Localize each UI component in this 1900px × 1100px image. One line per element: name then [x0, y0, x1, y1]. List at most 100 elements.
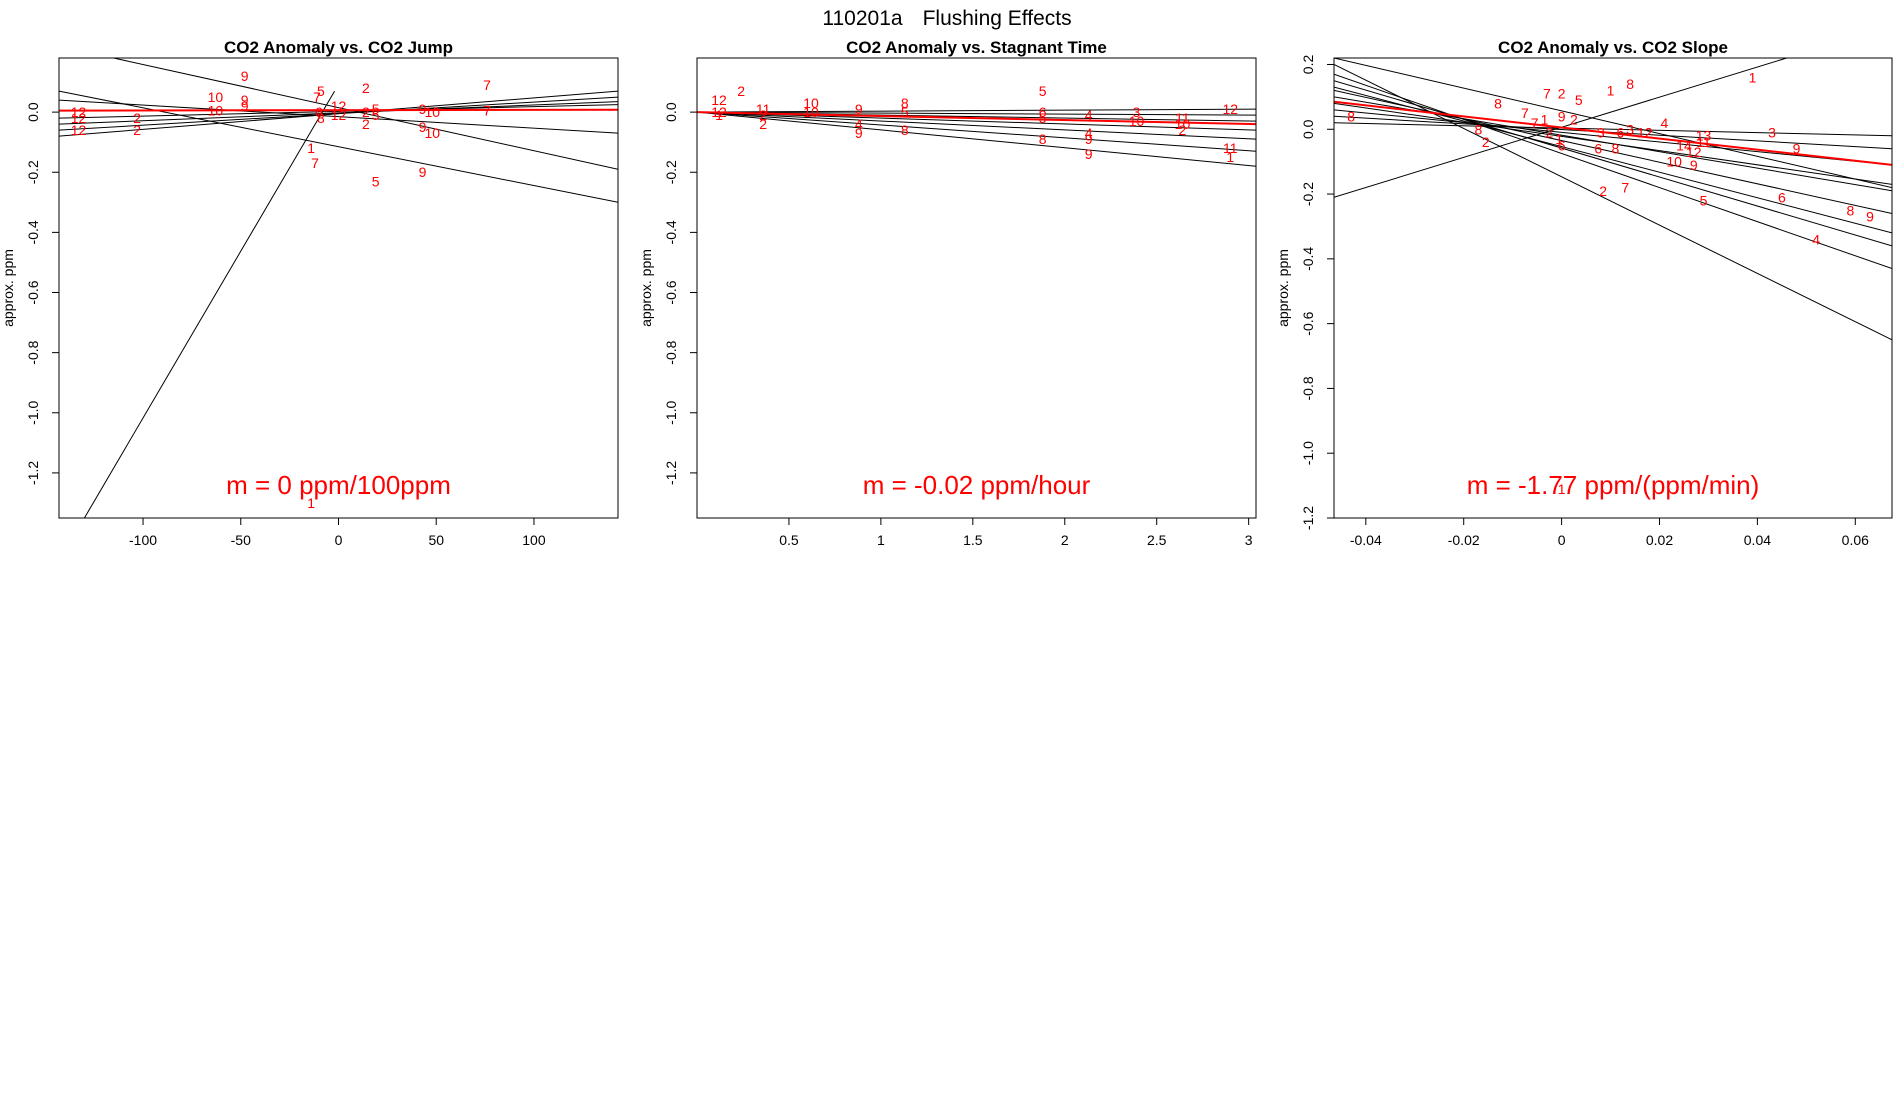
point-label: 9: [1866, 209, 1874, 225]
point-label: 9: [241, 68, 249, 84]
point-label: 12: [1222, 101, 1238, 117]
y-tick-label: -0.8: [1300, 376, 1316, 400]
y-tick-label: -0.4: [663, 220, 679, 244]
point-label: 9: [1558, 108, 1566, 124]
point-label: 9: [241, 92, 249, 108]
point-label: 7: [483, 103, 491, 119]
point-label: 11: [1696, 134, 1711, 150]
fit-line-5: [59, 99, 618, 134]
point-label: 9: [419, 164, 427, 180]
y-tick-label: 0.0: [663, 102, 679, 122]
point-label: 7: [483, 77, 491, 93]
point-label: 7: [1621, 180, 1629, 196]
fit-line-3: [59, 96, 618, 131]
fit-line-6: [1334, 89, 1892, 214]
y-tick-label: -0.6: [1300, 311, 1316, 335]
point-label: 1: [307, 495, 315, 511]
point-label: 2: [133, 110, 141, 126]
point-label: 3: [1626, 121, 1634, 137]
point-label: 9: [855, 101, 863, 117]
chart-panel-1: CO2 Anomaly vs. CO2 Jump9101099121212225…: [0, 38, 619, 548]
y-tick-label: -0.2: [1300, 182, 1316, 206]
y-tick-label: -0.8: [663, 340, 679, 364]
fit-line-8: [83, 90, 336, 518]
point-label: 10: [1129, 113, 1145, 129]
x-tick-label: 0.02: [1646, 532, 1673, 548]
point-label: 12: [331, 107, 347, 123]
fit-line-12: [1334, 58, 1892, 189]
x-tick-label: 2.5: [1147, 532, 1167, 548]
point-label: 7: [313, 89, 321, 105]
mean-fit-line: [697, 111, 1256, 126]
point-label: 6: [1558, 137, 1566, 153]
y-axis: -1.2 -1.0 -0.8 -0.6 -0.4 -0.2 0.0 0.2: [1300, 55, 1335, 530]
point-label: 9: [1085, 146, 1093, 162]
point-label: 11: [756, 101, 771, 117]
x-tick-label: 0.04: [1744, 532, 1771, 548]
slope-annotation: m = -0.02 ppm/hour: [863, 470, 1091, 500]
y-axis: -1.2 -1.0 -0.8 -0.6 -0.4 -0.2 0.0: [25, 102, 60, 485]
point-label: 10: [208, 103, 224, 119]
point-label: 14: [1676, 137, 1692, 153]
fit-line-1: [697, 108, 1256, 113]
fit-line-9: [1334, 109, 1892, 166]
point-label: 5: [372, 107, 380, 123]
y-tick-label: -0.2: [663, 160, 679, 184]
y-tick-label: -1.0: [25, 400, 41, 424]
point-label: 9: [419, 119, 427, 135]
chart-title: CO2 Anomaly vs. Stagnant Time: [846, 38, 1107, 57]
point-label: 9: [1793, 141, 1801, 157]
point-label: 1: [1541, 112, 1549, 128]
y-tick-label: 0.2: [1300, 55, 1316, 75]
point-label: 12: [711, 92, 727, 108]
y-axis-label: approx. ppm: [638, 249, 654, 327]
point-label: 9: [419, 101, 427, 117]
point-label: 6: [1039, 104, 1047, 120]
fit-line-1: [1334, 58, 1789, 198]
fit-line-2: [1334, 64, 1892, 341]
point-label: 12: [1686, 144, 1702, 160]
slope-annotation: m = 0 ppm/100ppm: [226, 470, 451, 500]
point-label: 5: [1039, 110, 1047, 126]
point-label: 4: [1812, 231, 1820, 247]
point-label: 2: [737, 83, 745, 99]
x-tick-label: 0.06: [1842, 532, 1869, 548]
x-tick-label: -100: [129, 532, 157, 548]
fit-line-4: [59, 101, 618, 125]
y-tick-label: -0.2: [25, 160, 41, 184]
point-label: 10: [1175, 116, 1191, 132]
y-tick-label: -1.0: [663, 400, 679, 424]
point-label: 7: [1543, 86, 1551, 102]
point-label: 2: [1570, 112, 1578, 128]
point-label: 8: [1474, 121, 1482, 137]
point-label: 2: [1179, 122, 1187, 138]
x-axis: -100 -50 0 50 100: [129, 517, 546, 548]
fit-line-11: [1334, 122, 1892, 137]
point-label: 5: [1700, 193, 1708, 209]
x-tick-label: -0.02: [1448, 532, 1480, 548]
point-label: 8: [317, 110, 325, 126]
point-label: 11: [1223, 140, 1238, 156]
point-label: 2: [1599, 183, 1607, 199]
point-label: 10: [208, 89, 224, 105]
point-label: 4: [1660, 115, 1668, 131]
point-label: 4: [1085, 107, 1093, 123]
point-label: 9: [1085, 131, 1093, 147]
point-label: 1: [1558, 481, 1566, 497]
point-label: 6: [1594, 141, 1602, 157]
point-label: 5: [1039, 83, 1047, 99]
figure-title: 110201a Flushing Effects: [822, 7, 1071, 30]
point-label: 1: [715, 107, 723, 123]
point-label: 5: [1575, 92, 1583, 108]
point-label: 5: [372, 101, 380, 117]
chart-panels: CO2 Anomaly vs. CO2 Jump9101099121212225…: [0, 38, 1893, 548]
point-label: 5: [317, 83, 325, 99]
fit-line-3: [697, 111, 1256, 131]
x-tick-label: 1.5: [963, 532, 983, 548]
point-label: 5: [372, 173, 380, 189]
point-label: 10: [425, 104, 441, 120]
point-label: 3: [1768, 125, 1776, 141]
